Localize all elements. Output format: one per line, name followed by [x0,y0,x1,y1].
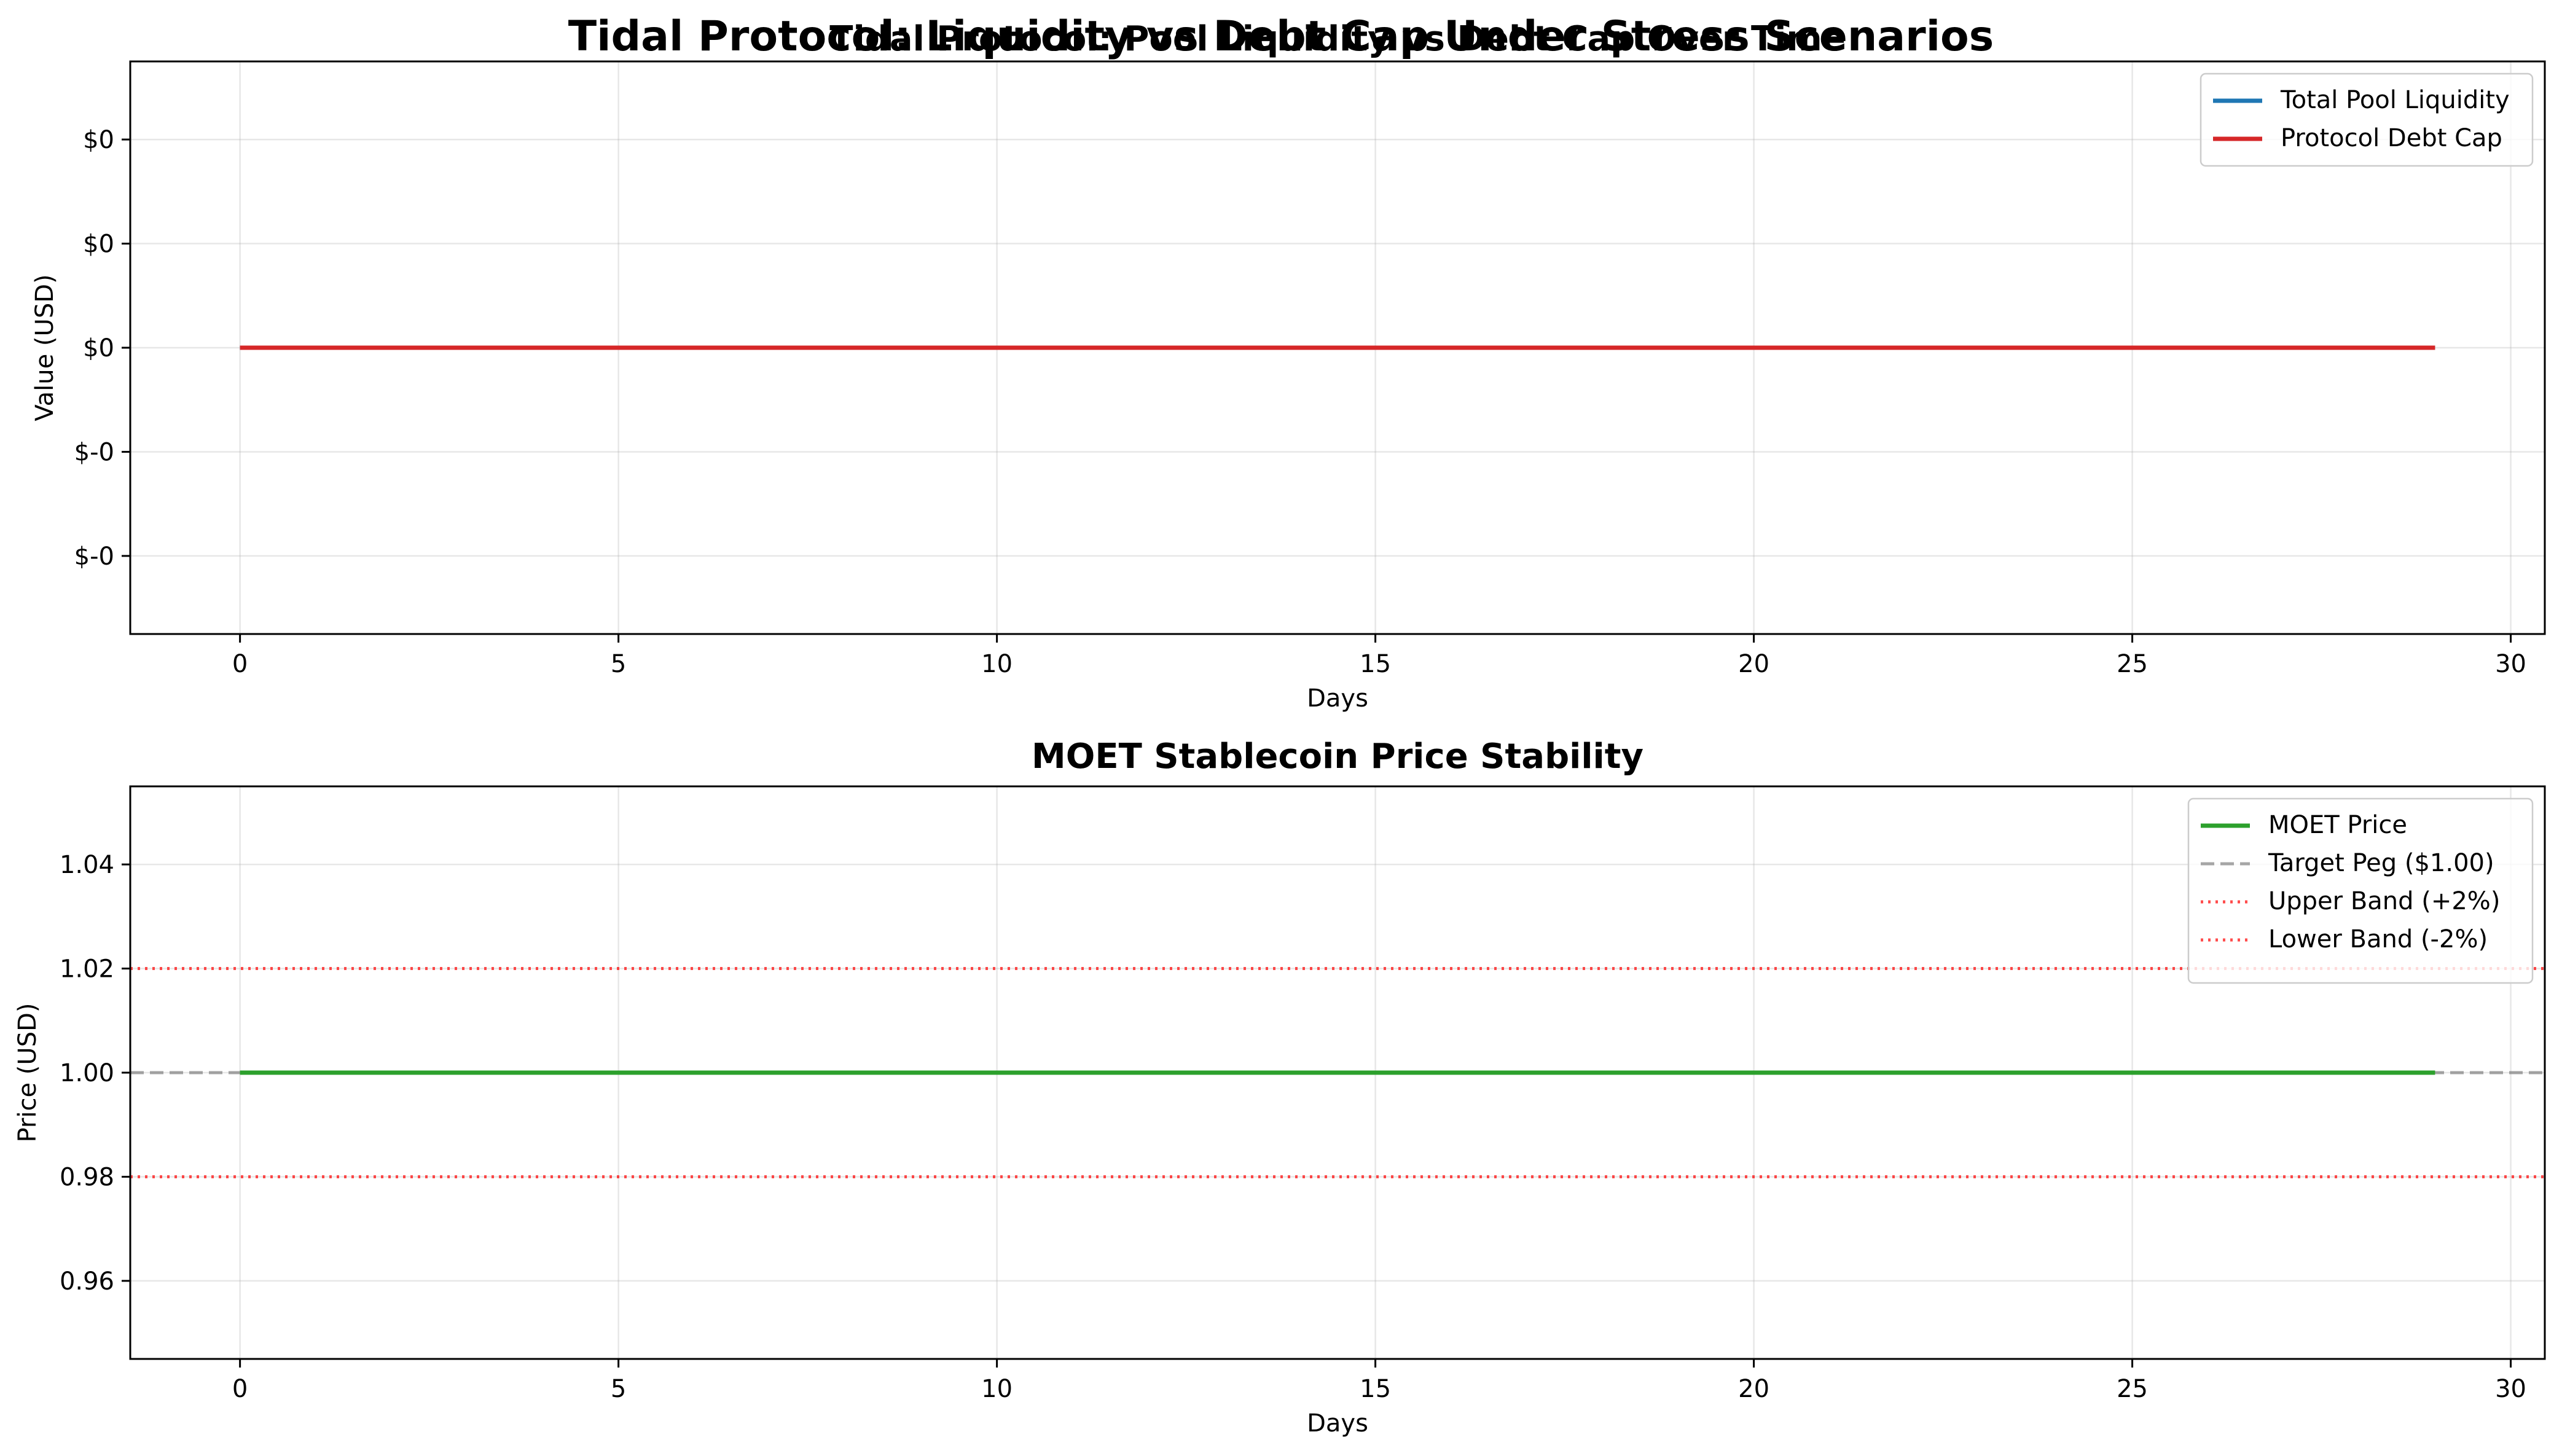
legend-box [2187,797,2534,984]
x-axis-label: Days [1307,1409,1368,1438]
legend-label-moet-price: MOET Price [2268,811,2407,839]
x-tick-label: 25 [2117,650,2148,678]
legend-label-protocol-debt-cap: Protocol Debt Cap [2281,124,2502,152]
chart-liquidity-vs-debt-cap: 0 5 10 15 20 25 30 $-0 $-0 $0 $0 $0 Days Value (USD) T… [31,19,2546,713]
y-tick-label: 0.96 [60,1267,114,1296]
y-axis-label: Price (USD) [14,1003,42,1143]
x-tick-label: 10 [981,1375,1013,1403]
y-tick-label: $0 [83,126,114,154]
chart-title: MOET Stablecoin Price Stability [1032,737,1643,777]
legend-box [2200,72,2534,167]
y-tick-label: $-0 [74,542,114,571]
x-tick-label: 30 [2495,1375,2526,1403]
chart-title: Tidal Protocol: Pool Liquidity vs Debt C… [829,19,1845,59]
x-tick-label: 5 [611,650,626,678]
x-tick-label: 15 [1360,650,1391,678]
x-tick-label: 0 [232,1375,248,1403]
x-tick-label: 25 [2117,1375,2148,1403]
legend-label-total-pool-liquidity: Total Pool Liquidity [2280,86,2510,114]
chart-moet-price-stability: 0 5 10 15 20 25 30 0.96 0.98 1.00 1.02 1.04 Days Pric… [14,737,2546,1438]
y-tick-label: $-0 [74,438,114,466]
x-tick-label: 0 [232,650,248,678]
y-tick-label: 1.02 [60,955,114,984]
y-tick-label: 1.00 [60,1059,114,1087]
legend-label-upper-band-2: Upper Band (+2%) [2268,887,2500,915]
x-tick-label: 5 [611,1375,626,1403]
x-tick-label: 10 [981,650,1013,678]
legend-label-target-peg-1-00: Target Peg ($1.00) [2268,849,2494,877]
y-tick-label: 0.98 [60,1163,114,1191]
figure-suptitle: Tidal Protocol: Liquidity vs Debt Cap Un… [568,12,1994,61]
y-tick-label: $0 [83,230,114,259]
x-axis-label: Days [1307,684,1368,713]
x-tick-label: 20 [1738,1375,1769,1403]
x-tick-label: 20 [1738,650,1769,678]
y-tick-label: 1.04 [60,851,114,879]
x-tick-label: 15 [1360,1375,1391,1403]
y-tick-label: $0 [83,334,114,362]
legend-label-lower-band-2: Lower Band (-2%) [2268,925,2488,953]
x-tick-label: 30 [2495,650,2526,678]
y-axis-label: Value (USD) [31,274,59,421]
